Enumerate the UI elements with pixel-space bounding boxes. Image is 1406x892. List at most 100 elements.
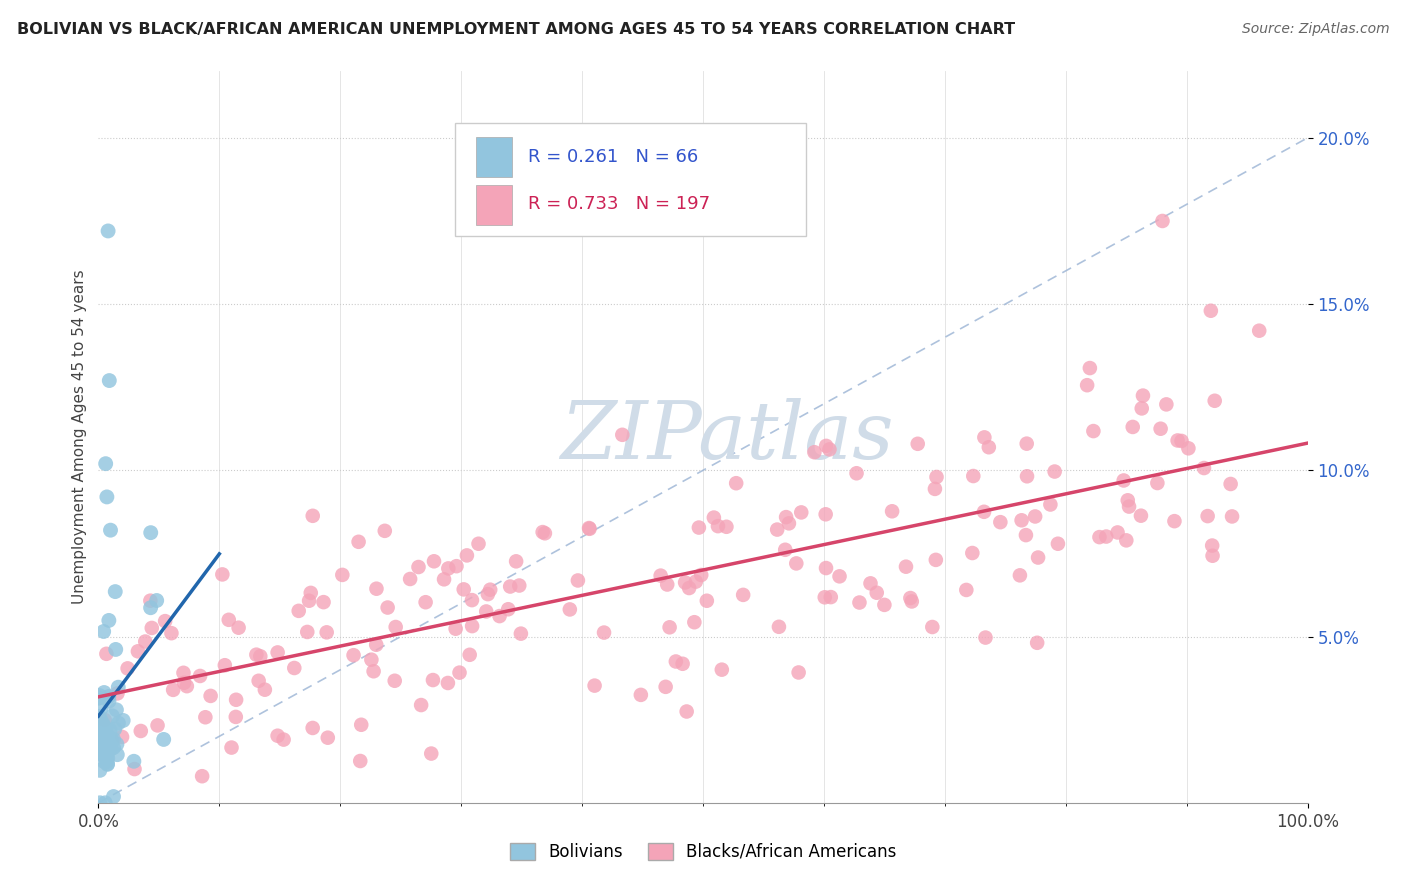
Point (111, 730, 134, 744)
Point (89, 764, 111, 778)
Point (103, 732, 125, 747)
Point (93, 718, 115, 732)
Point (449, 665, 471, 680)
Point (228, 621, 250, 635)
Point (105, 703, 128, 717)
Point (437, 676, 460, 690)
Point (129, 723, 152, 738)
Point (134, 634, 156, 648)
Point (191, 769, 214, 783)
Point (1192, 461, 1215, 475)
Point (107, 680, 129, 694)
Point (1046, 537, 1069, 551)
Point (924, 482, 946, 496)
Point (101, 709, 124, 723)
Point (1088, 530, 1111, 544)
Point (160, 626, 183, 640)
Point (162, 682, 184, 697)
Point (96, 647, 118, 661)
Point (845, 467, 868, 481)
Point (1130, 401, 1153, 416)
Point (873, 598, 896, 612)
Point (859, 576, 882, 591)
Point (139, 525, 162, 540)
Point (225, 710, 247, 724)
Point (925, 553, 948, 567)
Point (1201, 539, 1223, 553)
Point (298, 593, 321, 607)
Point (90, 732, 112, 747)
Point (1008, 568, 1031, 582)
Point (672, 657, 695, 671)
Point (105, 747, 128, 762)
Point (1220, 509, 1243, 524)
Point (766, 523, 789, 537)
Point (93, 685, 115, 699)
Legend: Bolivians, Blacks/African Americans: Bolivians, Blacks/African Americans (503, 836, 903, 868)
Point (91, 718, 114, 732)
Point (98, 374, 121, 388)
Point (100, 732, 122, 747)
Point (820, 590, 842, 604)
Point (1107, 525, 1129, 540)
Point (97, 751, 120, 765)
Point (1043, 465, 1066, 479)
Point (249, 649, 271, 664)
Point (94, 713, 117, 727)
Point (488, 609, 510, 624)
Point (91, 748, 114, 763)
Point (650, 568, 672, 582)
Point (124, 762, 146, 776)
Point (360, 653, 382, 667)
Text: Source: ZipAtlas.com: Source: ZipAtlas.com (1241, 22, 1389, 37)
Point (301, 721, 323, 735)
Point (773, 542, 796, 557)
Point (253, 682, 276, 697)
Point (1129, 508, 1152, 523)
Point (1011, 513, 1033, 527)
Point (141, 621, 163, 635)
Point (107, 716, 129, 731)
Point (103, 740, 125, 755)
Point (505, 554, 527, 568)
Point (461, 593, 484, 607)
Point (973, 505, 995, 519)
Point (673, 575, 696, 590)
Point (467, 537, 489, 551)
Point (688, 520, 710, 534)
Point (1199, 303, 1222, 318)
Point (89, 735, 111, 749)
Point (803, 445, 825, 459)
Point (988, 515, 1011, 529)
Point (145, 593, 167, 607)
Point (90, 731, 112, 745)
Point (188, 669, 211, 683)
Point (399, 572, 422, 586)
Point (146, 718, 169, 732)
Point (245, 648, 267, 662)
Point (176, 679, 198, 693)
Point (312, 595, 335, 609)
Point (558, 602, 581, 616)
Point (848, 595, 870, 609)
Point (1024, 509, 1046, 524)
Point (139, 593, 162, 607)
Point (790, 505, 813, 519)
Point (97, 730, 120, 744)
Point (89, 796, 111, 810)
Point (194, 710, 217, 724)
Point (1083, 424, 1105, 438)
Point (93, 748, 115, 763)
Point (685, 574, 707, 589)
Point (411, 698, 433, 712)
Point (89, 724, 111, 739)
Point (315, 625, 337, 640)
Point (456, 549, 478, 563)
Point (1076, 378, 1098, 392)
Point (583, 679, 606, 693)
Text: R = 0.261   N = 66: R = 0.261 N = 66 (527, 148, 697, 166)
Point (962, 469, 984, 483)
Point (818, 442, 841, 457)
Point (921, 620, 943, 634)
Point (366, 638, 388, 652)
